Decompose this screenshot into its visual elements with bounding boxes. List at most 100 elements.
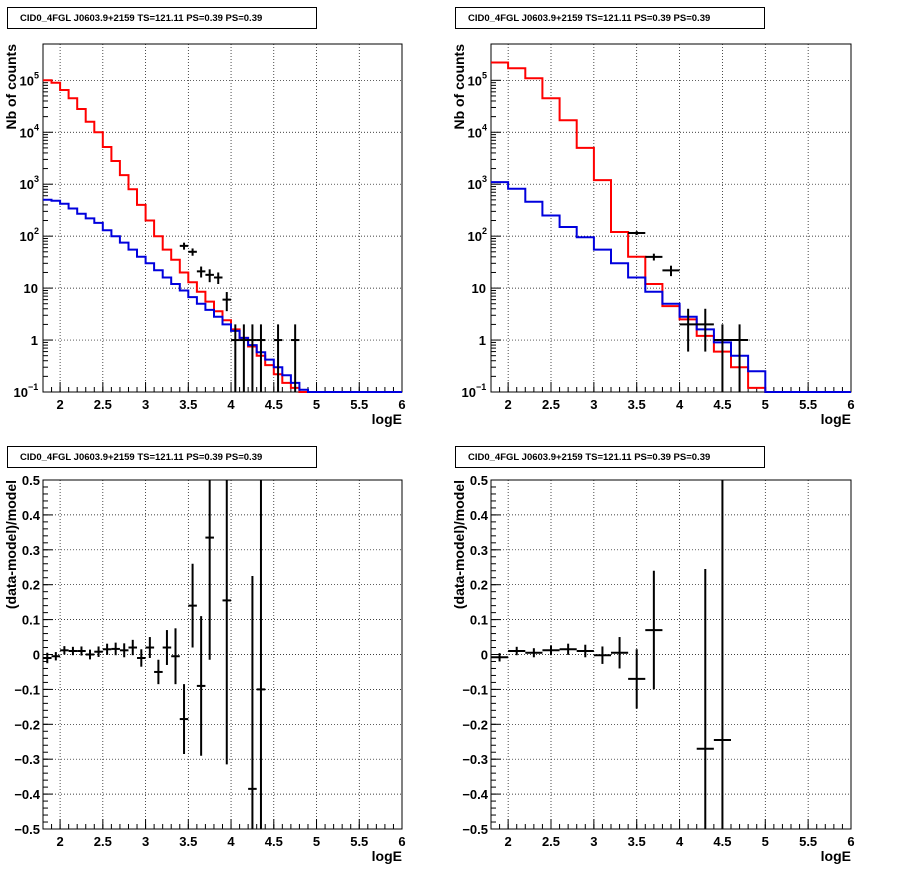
data-point bbox=[119, 643, 129, 658]
y-tick-exponent: −1 bbox=[476, 382, 486, 392]
data-point bbox=[51, 652, 61, 661]
series-blue-histogram bbox=[43, 198, 402, 393]
y-tick-label: 10 bbox=[20, 125, 34, 140]
y-tick-label: 0 bbox=[33, 648, 40, 663]
data-point bbox=[222, 292, 232, 312]
y-axis-title: Nb of counts bbox=[451, 44, 467, 130]
x-tick-label: 5 bbox=[313, 397, 320, 412]
y-tick-label: 10 bbox=[20, 73, 34, 88]
y-tick-exponent: −1 bbox=[28, 382, 38, 392]
y-axis-title: Nb of counts bbox=[3, 44, 19, 130]
data-point bbox=[662, 265, 680, 277]
x-tick-label: 4 bbox=[227, 397, 235, 412]
data-point bbox=[213, 272, 223, 284]
x-tick-label: 5 bbox=[762, 834, 769, 849]
title-bottom-right: CID0_4FGL J0603.9+2159 TS=121.11 PS=0.39… bbox=[455, 446, 765, 468]
data-point bbox=[679, 308, 697, 352]
data-point bbox=[196, 266, 206, 278]
plot-frame bbox=[42, 479, 403, 830]
data-point bbox=[94, 646, 103, 657]
y-tick-label: −0.3 bbox=[462, 752, 488, 767]
data-point bbox=[628, 231, 646, 236]
data-point bbox=[145, 637, 155, 658]
x-tick-label: 4 bbox=[676, 397, 684, 412]
y-tick-label: 10 bbox=[468, 229, 482, 244]
y-tick-label: 0.4 bbox=[22, 508, 41, 523]
y-tick-label: −0.2 bbox=[462, 717, 488, 732]
data-point bbox=[593, 646, 611, 664]
x-tick-label: 4.5 bbox=[713, 834, 731, 849]
data-point bbox=[205, 269, 214, 283]
panel-2: 2 2.5 3 3.5 4 4.5 5 5.5 6 −0.5 −0.4 −0.3 −0.2 −0.1 0 0.… bbox=[3, 473, 406, 864]
x-axis-title: logE bbox=[372, 411, 402, 427]
y-tick-label: 0.3 bbox=[470, 543, 488, 558]
title-top-right: CID0_4FGL J0603.9+2159 TS=121.11 PS=0.39… bbox=[455, 7, 765, 29]
data-point bbox=[696, 568, 714, 829]
y-tick-label: 0.3 bbox=[22, 543, 40, 558]
y-tick-label: 10 bbox=[14, 385, 28, 400]
data-point bbox=[128, 639, 138, 656]
title-bottom-left: CID0_4FGL J0603.9+2159 TS=121.11 PS=0.39… bbox=[7, 446, 317, 468]
data-point bbox=[162, 630, 172, 665]
data-point bbox=[731, 324, 749, 392]
x-tick-label: 3.5 bbox=[628, 834, 646, 849]
data-point bbox=[542, 645, 560, 656]
x-tick-label: 3 bbox=[590, 397, 597, 412]
y-tick-label: 10 bbox=[468, 177, 482, 192]
data-point bbox=[256, 324, 266, 392]
y-tick-exponent: 4 bbox=[34, 122, 39, 132]
data-point bbox=[205, 480, 214, 660]
data-point bbox=[713, 324, 731, 392]
data-point bbox=[576, 644, 594, 658]
x-tick-label: 3.5 bbox=[179, 834, 197, 849]
x-tick-label: 3 bbox=[142, 397, 149, 412]
x-tick-label: 5.5 bbox=[350, 834, 368, 849]
title-top-left: CID0_4FGL J0603.9+2159 TS=121.11 PS=0.39… bbox=[7, 7, 317, 29]
y-axis-title: (data-model)/model bbox=[451, 480, 467, 609]
x-tick-label: 5.5 bbox=[350, 397, 368, 412]
x-tick-label: 4.5 bbox=[713, 397, 731, 412]
y-tick-label: 0.2 bbox=[470, 578, 488, 593]
x-tick-label: 4.5 bbox=[265, 397, 283, 412]
series-red-histogram bbox=[43, 79, 402, 393]
series-blue-histogram bbox=[491, 181, 851, 393]
data-point bbox=[248, 324, 257, 392]
y-tick-label: 10 bbox=[462, 385, 476, 400]
x-tick-label: 5.5 bbox=[799, 397, 817, 412]
y-tick-label: 10 bbox=[20, 229, 34, 244]
x-tick-label: 4 bbox=[227, 834, 235, 849]
y-tick-label: −0.1 bbox=[14, 682, 40, 697]
data-point bbox=[85, 649, 95, 660]
series-red-histogram bbox=[491, 61, 851, 393]
y-tick-label: −0.5 bbox=[462, 822, 488, 837]
y-tick-label: 10 bbox=[472, 281, 486, 296]
data-point bbox=[43, 652, 52, 664]
data-point bbox=[508, 646, 526, 656]
y-tick-label: 10 bbox=[468, 125, 482, 140]
data-point bbox=[68, 646, 78, 656]
x-tick-label: 5.5 bbox=[799, 834, 817, 849]
x-tick-label: 2 bbox=[56, 834, 63, 849]
x-tick-label: 3.5 bbox=[179, 397, 197, 412]
y-tick-label: 0.5 bbox=[470, 473, 488, 488]
data-point bbox=[188, 248, 197, 256]
data-point bbox=[60, 646, 69, 655]
data-point bbox=[713, 480, 731, 829]
data-point bbox=[171, 628, 180, 685]
x-tick-label: 2 bbox=[56, 397, 63, 412]
y-tick-label: −0.1 bbox=[462, 682, 488, 697]
data-point bbox=[628, 649, 646, 709]
x-tick-label: 2.5 bbox=[94, 834, 112, 849]
y-tick-exponent: 4 bbox=[482, 122, 487, 132]
y-tick-exponent: 3 bbox=[34, 174, 39, 184]
y-tick-exponent: 2 bbox=[34, 226, 39, 236]
y-tick-label: 10 bbox=[20, 177, 34, 192]
x-tick-label: 2.5 bbox=[94, 397, 112, 412]
y-tick-exponent: 5 bbox=[34, 70, 39, 80]
y-tick-label: 0.1 bbox=[22, 613, 40, 628]
y-tick-label: 0.1 bbox=[470, 613, 488, 628]
y-tick-label: 0.5 bbox=[22, 473, 40, 488]
x-tick-label: 3 bbox=[590, 834, 597, 849]
